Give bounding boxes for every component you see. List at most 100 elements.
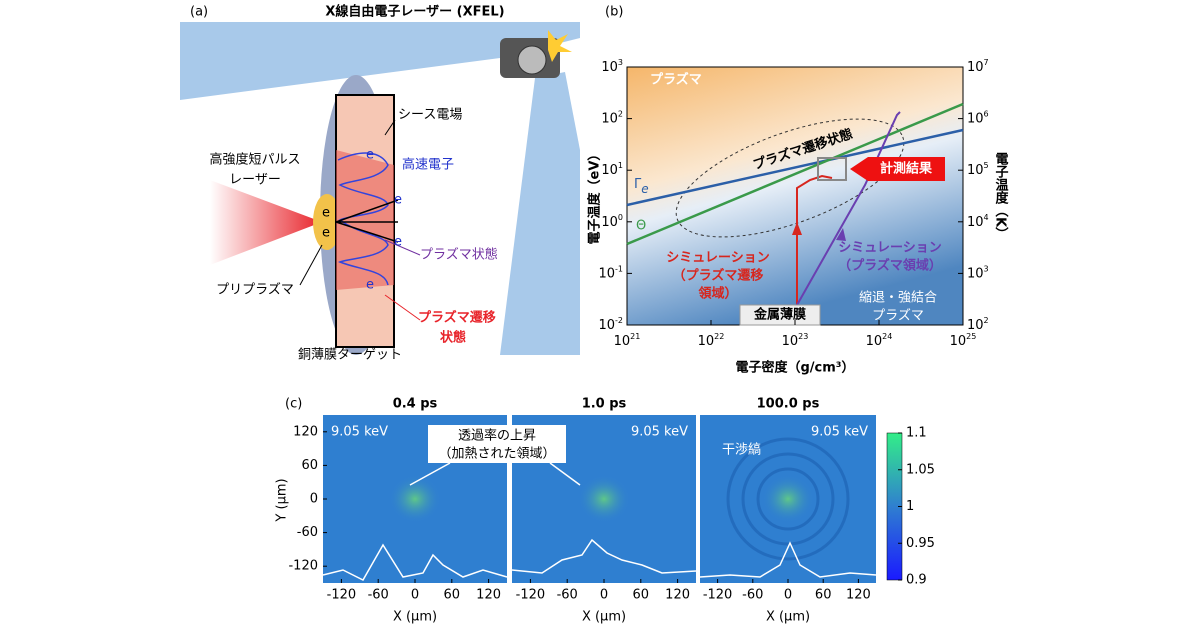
fringe-ring xyxy=(741,452,835,546)
camera-lens xyxy=(517,45,547,75)
x-tick-label: 120 xyxy=(846,588,871,603)
tick-base: 10 xyxy=(967,163,984,178)
tick-label: 100 xyxy=(601,212,623,229)
pointer xyxy=(549,462,581,486)
pointer xyxy=(409,462,451,486)
x-tick-label: -60 xyxy=(557,588,578,603)
label: X (μm) xyxy=(393,610,437,625)
tick-exp: 0 xyxy=(618,212,623,221)
tick-base: 10 xyxy=(601,214,618,229)
pointer xyxy=(384,119,396,136)
x-tick-label: 0 xyxy=(411,588,419,603)
label: (b) xyxy=(605,5,623,20)
tick-exp: 5 xyxy=(984,161,989,170)
tick-label: 10-2 xyxy=(598,316,623,333)
heated-area xyxy=(336,150,394,290)
colorbar-tick-label: 1 xyxy=(906,499,914,514)
tick-exp: 2 xyxy=(984,316,989,325)
laser-cone xyxy=(210,180,322,265)
tick-base: 10 xyxy=(967,266,984,281)
profile xyxy=(511,538,697,574)
tick-label: 1025 xyxy=(950,332,977,349)
label: 1.0 ps xyxy=(582,397,627,412)
tick-base: 10 xyxy=(601,163,618,178)
label: 0.4 ps xyxy=(393,397,438,412)
tick-base: 10 xyxy=(598,266,615,281)
label: X (μm) xyxy=(766,610,810,625)
tick-label: 104 xyxy=(967,212,989,229)
tick-label: 1021 xyxy=(614,332,641,349)
label: （プラズマ遷移 xyxy=(673,268,764,284)
tick-exp: -2 xyxy=(615,316,623,325)
y-tick-label: 60 xyxy=(301,458,318,473)
tick-base: 10 xyxy=(782,334,799,349)
fringe-ring xyxy=(756,467,820,531)
label: 電子温度（eV） xyxy=(587,148,603,245)
tick-exp: 25 xyxy=(966,332,976,341)
tick-label: 1024 xyxy=(866,332,893,349)
label: 縮退・強結合 xyxy=(859,290,937,306)
y-tick-label: 0 xyxy=(310,492,318,507)
electron-symbol: e xyxy=(322,226,330,241)
x-tick-label: -120 xyxy=(327,588,357,603)
tick-exp: 21 xyxy=(630,332,640,341)
tick-label: 10-1 xyxy=(598,264,623,281)
x-tick-label: 60 xyxy=(815,588,832,603)
x-tick-label: 0 xyxy=(784,588,792,603)
electron-paths xyxy=(337,152,389,286)
label: Y (μm) xyxy=(275,478,290,522)
tick-label: 101 xyxy=(601,161,623,178)
electron-symbol: e xyxy=(394,235,402,250)
tick-exp: 4 xyxy=(984,212,989,221)
x-tick-label: -120 xyxy=(516,588,546,603)
label: レーザー xyxy=(229,173,281,188)
x-tick-label: 120 xyxy=(665,588,690,603)
tick-label: 103 xyxy=(967,264,989,281)
electron-symbol: e xyxy=(366,148,374,163)
colorbar-tick-label: 0.9 xyxy=(906,573,927,588)
label: （加熱された領域） xyxy=(438,446,555,462)
tick-label: 106 xyxy=(967,109,989,126)
gamma-sub: e xyxy=(641,182,648,196)
label: 9.05 keV xyxy=(331,425,388,440)
tick-exp: 1 xyxy=(618,161,623,170)
pointer xyxy=(384,294,421,321)
x-tick-label: -120 xyxy=(703,588,733,603)
metal-box xyxy=(739,304,821,326)
annotation-box xyxy=(428,425,566,463)
label: 高速電子 xyxy=(402,157,454,173)
xfel-beam-out xyxy=(500,72,580,355)
tick-base: 10 xyxy=(967,111,984,126)
tick-label: 103 xyxy=(601,58,623,75)
y-tick-label: -120 xyxy=(288,559,318,574)
label: 金属薄膜 xyxy=(753,307,806,323)
gamma-label: Γe xyxy=(634,177,649,196)
label: 銅薄膜ターゲット xyxy=(298,348,402,363)
theta-label: Θ xyxy=(636,219,646,234)
gamma-line xyxy=(626,128,964,207)
pointer xyxy=(299,244,323,286)
tick-base: 10 xyxy=(950,334,967,349)
y-tick-label: 120 xyxy=(293,424,318,439)
panel-c xyxy=(322,415,903,583)
label: 100.0 ps xyxy=(757,397,820,412)
xfel-beam xyxy=(180,22,580,100)
colorbar-tick-label: 1.1 xyxy=(906,426,927,441)
label: 透過率の上昇 xyxy=(458,428,536,444)
label: （プラズマ領域） xyxy=(838,258,942,274)
profile xyxy=(322,543,508,581)
sim-plasma-path xyxy=(796,111,901,306)
label: 状態 xyxy=(440,330,466,346)
tick-exp: 24 xyxy=(882,332,892,341)
plot-area xyxy=(626,66,964,326)
label: X (μm) xyxy=(582,610,626,625)
gamma: Γ xyxy=(634,177,642,192)
tick-base: 10 xyxy=(967,318,984,333)
tick-label: 105 xyxy=(967,161,989,178)
colorbar-tick-label: 0.95 xyxy=(906,536,935,551)
tick-label: 107 xyxy=(967,58,989,75)
arrows xyxy=(335,199,399,243)
preplasma-area xyxy=(313,194,341,250)
label: シミュレーション xyxy=(838,241,941,256)
